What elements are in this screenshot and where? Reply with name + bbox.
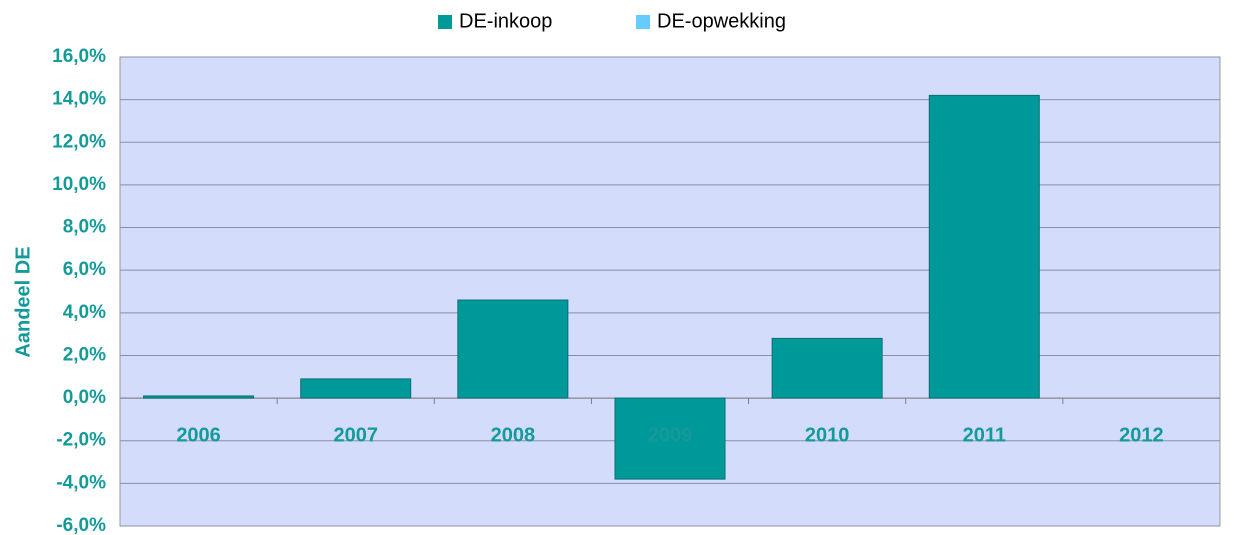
bar [143,395,255,399]
bar [300,378,412,399]
y-tick-label: 16,0% [52,46,106,67]
y-tick-label: -2,0% [56,430,106,451]
legend-swatch [636,15,650,29]
bar [457,299,569,399]
x-tick-label: 2010 [805,424,850,446]
bar [771,337,883,399]
y-tick-label: -4,0% [56,472,106,493]
x-tick-label: 2009 [648,424,693,446]
x-tick-label: 2007 [333,424,378,446]
y-tick-label: 8,0% [63,217,106,238]
y-tick-label: 6,0% [63,259,106,280]
y-tick-label: 0,0% [63,387,106,408]
y-tick-label: -6,0% [56,515,106,535]
legend-swatch [438,15,452,29]
x-tick-label: 2006 [176,424,221,446]
y-tick-label: 14,0% [52,89,106,110]
y-tick-label: 4,0% [63,302,106,323]
y-axis-label: Aandeel DE [12,246,34,357]
x-tick-label: 2012 [1119,424,1164,446]
x-tick-label: 2008 [491,424,536,446]
y-tick-label: 2,0% [63,344,106,365]
y-tick-label: 12,0% [52,131,106,152]
bar [928,94,1040,399]
bar [614,397,726,480]
legend-label: DE-opwekking [657,10,786,32]
legend-label: DE-inkoop [459,10,552,32]
x-tick-label: 2011 [963,424,1006,446]
y-tick-label: 10,0% [52,174,106,195]
